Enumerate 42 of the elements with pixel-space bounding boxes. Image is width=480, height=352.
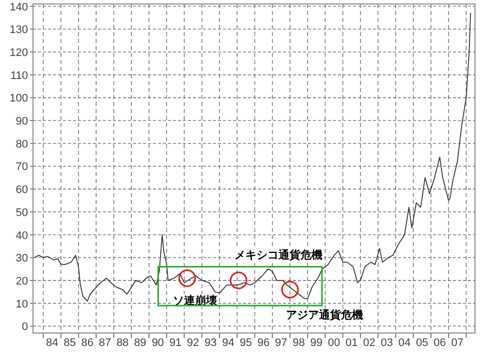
x-tick-label: 01 [346,337,358,349]
x-tick-label: 04 [398,337,411,349]
x-tick-label: 86 [81,337,94,349]
x-tick-label: 98 [292,337,305,349]
y-tick-label: 60 [16,184,28,196]
y-tick-label: 120 [10,46,28,59]
x-tick-label: 85 [64,337,76,349]
y-tick-label: 40 [16,230,28,242]
y-tick-label: 110 [10,70,28,82]
x-tick-label: 95 [240,337,252,349]
y-tick-label: 50 [16,206,28,219]
x-tick-label: 92 [186,337,200,349]
y-tick-label: 0 [22,321,28,334]
y-tick-label: 80 [16,138,28,150]
x-tick-label: 03 [380,337,394,349]
x-tick-label: 96 [257,337,270,349]
y-tick-label: 90 [16,116,28,128]
x-tick-label: 91 [169,337,182,349]
x-tick-label: 00 [328,337,340,349]
x-tick-label: 05 [416,337,428,349]
x-tick-label: 06 [434,337,446,349]
x-tick-label: 93 [204,337,217,349]
y-tick-label: 140 [10,1,28,14]
x-tick-label: 97 [275,337,288,349]
y-tick-label: 10 [16,298,28,310]
annotation: ソ連崩壊 [173,294,218,308]
x-tick-label: 87 [98,337,112,349]
annotation: アジア通貨危機 [286,308,363,322]
x-tick-label: 02 [363,337,376,349]
annotation: メキシコ通貨危機 [234,248,323,262]
x-tick-label: 94 [222,337,234,349]
x-tick-label: 07 [451,337,464,349]
y-tick-label: 70 [16,161,28,174]
y-tick-label: 30 [16,252,28,265]
y-tick-label: 100 [10,92,28,105]
y-tick-label: 20 [16,275,28,288]
x-tick-label: 84 [46,337,58,349]
x-tick-label: 99 [310,337,323,349]
x-tick-label: 89 [134,337,146,349]
x-tick-label: 88 [116,337,129,349]
y-tick-label: 130 [10,24,28,36]
x-tick-label: 90 [152,337,164,349]
